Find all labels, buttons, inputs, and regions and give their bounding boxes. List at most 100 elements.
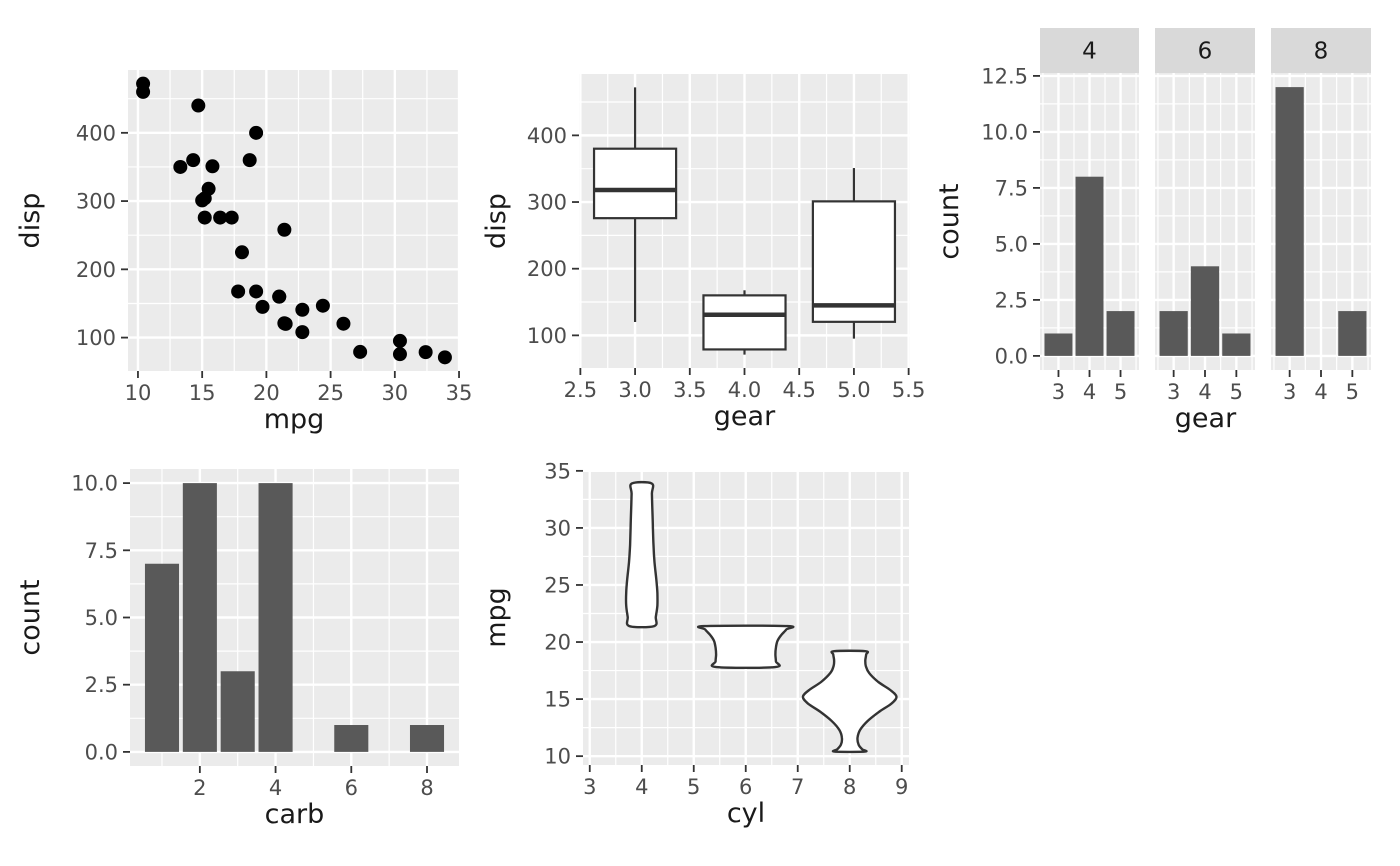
scatter-point (231, 284, 246, 299)
y-tick-label: 2.5 (85, 673, 118, 697)
y-axis-title: count (934, 183, 965, 259)
x-tick-label: 3 (583, 775, 596, 799)
x-tick-label: 5 (1114, 380, 1127, 404)
y-axis-title: mpg (481, 587, 512, 648)
x-tick-label: 4.5 (783, 378, 816, 402)
scatter-point (249, 125, 264, 140)
scatter-point (173, 159, 188, 174)
scatter-point (234, 245, 249, 260)
y-tick-label: 200 (527, 257, 567, 281)
facet-strip-label: 6 (1198, 39, 1213, 65)
scatter-point (205, 159, 220, 174)
x-tick-label: 6 (345, 776, 358, 800)
bar (1106, 311, 1135, 356)
boxplot-box (811, 200, 897, 323)
x-tick-label: 35 (446, 381, 473, 405)
scatter-point (197, 210, 212, 225)
y-tick-label: 30 (544, 516, 571, 540)
x-tick-label: 6 (739, 775, 752, 799)
x-tick-label: 5.0 (837, 378, 870, 402)
y-tick-label: 400 (527, 124, 567, 148)
scatter-point (195, 193, 210, 208)
scatter-point (437, 350, 452, 365)
scatter-point (224, 210, 239, 225)
y-tick-label: 5.0 (995, 232, 1028, 256)
x-tick-label: 4 (635, 775, 648, 799)
y-tick-label: 100 (527, 324, 567, 348)
boxplot-box (702, 294, 787, 351)
y-tick-label: 10.0 (71, 472, 118, 496)
bar (334, 725, 369, 752)
x-axis-title: mpg (264, 404, 325, 435)
scatter-point (255, 299, 270, 314)
y-tick-label: 7.5 (995, 176, 1028, 200)
x-tick-label: 3 (1167, 380, 1180, 404)
bar (220, 671, 255, 752)
y-tick-label: 2.5 (995, 288, 1028, 312)
x-tick-label: 3 (1052, 380, 1065, 404)
bar (1275, 87, 1304, 356)
x-tick-label: 5.5 (892, 378, 925, 402)
x-tick-label: 4.0 (728, 378, 761, 402)
y-tick-label: 10.0 (981, 120, 1028, 144)
x-axis-title: carb (265, 799, 325, 830)
bar (409, 725, 445, 752)
scatter-point (336, 316, 351, 331)
scatter-point (392, 347, 407, 362)
y-tick-label: 10 (544, 745, 571, 769)
scatter-point (277, 222, 292, 237)
bar (1190, 266, 1220, 356)
x-tick-label: 10 (125, 381, 152, 405)
y-tick-label: 300 (527, 191, 567, 215)
scatter-point (191, 98, 206, 113)
scatter-point (295, 302, 310, 317)
y-tick-label: 5.0 (85, 606, 118, 630)
y-tick-label: 7.5 (85, 539, 118, 563)
panel-background (128, 70, 460, 371)
bar (144, 563, 180, 752)
x-tick-label: 3 (1283, 380, 1296, 404)
x-axis-title: gear (1175, 403, 1237, 434)
bar (1044, 333, 1073, 356)
scatter-point (186, 153, 201, 168)
x-tick-label: 4 (269, 776, 282, 800)
chart-violin-mpg-vs-cyl: 3 4 5 6 7 8 9 10 15 20 25 30 35 cyl mpg (481, 459, 909, 829)
x-tick-label: 4 (1198, 380, 1211, 404)
x-tick-label: 8 (843, 775, 856, 799)
violin-shape (624, 480, 659, 629)
scatter-point (353, 344, 368, 359)
x-tick-label: 7 (791, 775, 804, 799)
violin-shape (801, 649, 898, 754)
chart-facet-bar-count-vs-gear-by-cyl: 3 4 543 4 563 4 580.02.55.07.510.012.5gearcoun… (934, 28, 1371, 434)
y-tick-label: 100 (76, 326, 116, 350)
x-axis-title: gear (714, 401, 776, 432)
x-tick-label: 3.5 (673, 378, 706, 402)
y-tick-label: 35 (544, 459, 571, 483)
y-axis-title: disp (15, 193, 46, 249)
y-tick-label: 15 (544, 688, 571, 712)
x-axis-title: cyl (727, 798, 765, 829)
x-tick-label: 5 (1346, 380, 1359, 404)
y-tick-label: 12.5 (981, 64, 1028, 88)
boxplot-box (592, 147, 678, 220)
scatter-point (136, 84, 151, 99)
x-tick-label: 4 (1083, 380, 1096, 404)
scatter-point (315, 298, 330, 313)
bar (182, 483, 217, 752)
scatter-point (418, 345, 433, 360)
x-tick-label: 9 (895, 775, 908, 799)
x-tick-label: 15 (189, 381, 216, 405)
bar (1338, 311, 1367, 356)
x-tick-label: 3.0 (618, 378, 651, 402)
bar (1075, 176, 1104, 356)
facet-strip-label: 4 (1082, 39, 1097, 65)
x-tick-label: 5 (687, 775, 700, 799)
bar (1159, 311, 1188, 356)
scatter-point (295, 325, 310, 340)
x-tick-label: 25 (317, 381, 344, 405)
chart-boxplot-disp-vs-gear: 2.5 3.0 3.5 4.0 4.5 5.0 5.5 100 200 300 400 gear dis… (481, 74, 925, 432)
facet-strip (1271, 28, 1371, 73)
y-axis-title: disp (481, 193, 512, 249)
